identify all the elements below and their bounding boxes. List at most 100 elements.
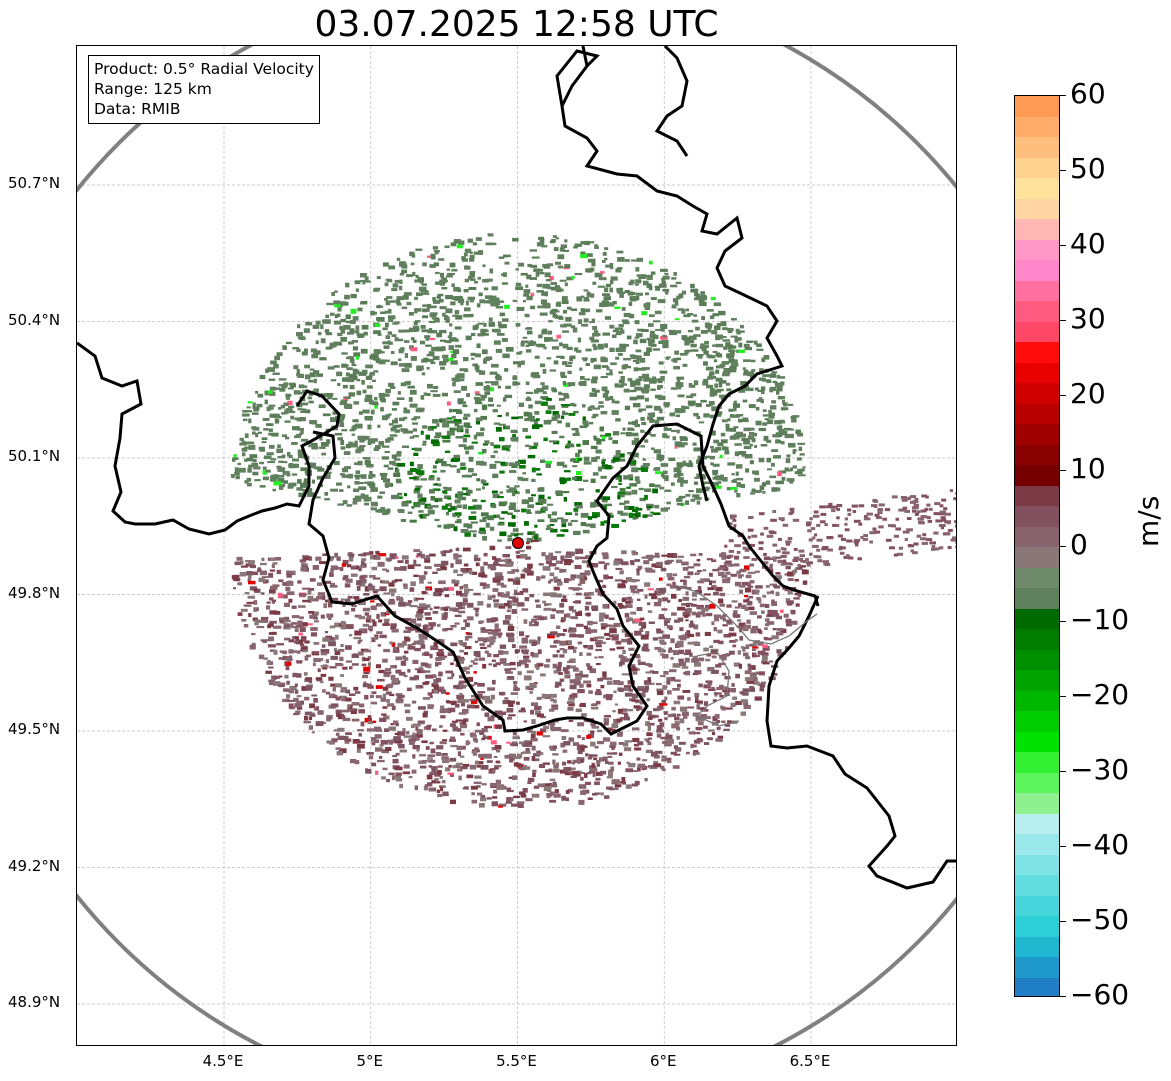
velocity-echo-pixel: [506, 609, 511, 613]
velocity-echo-pixel: [337, 713, 344, 716]
velocity-echo-pixel: [403, 674, 408, 678]
velocity-echo-pixel: [628, 512, 633, 517]
velocity-echo-pixel: [297, 336, 305, 340]
velocity-echo-pixel: [358, 411, 363, 415]
velocity-echo-pixel: [632, 671, 638, 675]
velocity-echo-pixel: [489, 463, 497, 469]
velocity-echo-pixel: [570, 775, 577, 778]
velocity-echo-pixel: [413, 723, 421, 727]
velocity-echo-pixel: [447, 652, 453, 656]
velocity-echo-pixel: [449, 607, 456, 612]
velocity-echo-pixel: [731, 473, 735, 476]
velocity-echo-pixel: [354, 760, 360, 765]
velocity-echo-pixel: [417, 609, 424, 613]
velocity-echo-pixel: [343, 324, 351, 330]
radar-map[interactable]: [76, 45, 957, 1046]
velocity-echo-pixel: [684, 649, 691, 654]
velocity-echo-pixel: [567, 361, 573, 365]
velocity-echo-pixel: [787, 590, 793, 595]
velocity-echo-pixel: [751, 437, 756, 443]
velocity-echo-pixel: [663, 618, 671, 621]
velocity-echo-pixel: [648, 557, 653, 561]
velocity-echo-pixel: [241, 447, 248, 452]
velocity-echo-pixel: [559, 342, 563, 347]
velocity-echo-pixel: [464, 248, 472, 253]
velocity-echo-pixel: [268, 378, 276, 381]
velocity-echo-pixel: [411, 447, 417, 451]
velocity-echo-pixel: [284, 420, 291, 423]
velocity-echo-pixel: [647, 416, 654, 421]
velocity-echo-pixel: [626, 365, 632, 369]
velocity-echo-pixel: [478, 451, 484, 455]
velocity-echo-pixel: [288, 639, 294, 643]
velocity-echo-pixel: [611, 747, 615, 750]
velocity-echo-pixel: [588, 690, 593, 694]
velocity-echo-pixel: [425, 290, 429, 293]
velocity-echo-pixel: [346, 331, 354, 335]
velocity-echo-pixel: [388, 265, 396, 270]
velocity-echo-pixel: [234, 467, 239, 473]
velocity-echo-pixel: [633, 653, 640, 658]
velocity-echo-pixel: [599, 617, 604, 622]
velocity-echo-pixel: [489, 638, 496, 643]
velocity-echo-pixel: [404, 637, 411, 642]
velocity-echo-pixel: [608, 576, 613, 579]
velocity-echo-pixel: [371, 762, 377, 767]
velocity-echo-pixel: [600, 475, 607, 479]
velocity-echo-pixel: [371, 409, 375, 415]
velocity-echo-pixel: [648, 593, 657, 596]
velocity-echo-pixel: [313, 388, 319, 393]
velocity-echo-pixel: [388, 726, 397, 731]
velocity-echo-pixel: [423, 571, 428, 575]
velocity-echo-pixel: [304, 364, 310, 369]
velocity-echo-pixel: [421, 740, 428, 744]
velocity-echo-pixel: [340, 301, 349, 306]
velocity-echo-pixel: [527, 415, 535, 420]
velocity-echo-pixel: [317, 582, 323, 586]
velocity-echo-pixel: [511, 491, 516, 497]
velocity-echo-pixel: [421, 514, 427, 519]
velocity-echo-pixel: [786, 623, 793, 627]
velocity-echo-pixel: [715, 485, 722, 489]
velocity-echo-pixel: [463, 434, 471, 438]
velocity-echo-pixel: [590, 478, 596, 483]
velocity-echo-pixel: [712, 376, 717, 379]
velocity-echo-pixel: [416, 366, 423, 372]
velocity-echo-pixel: [457, 425, 464, 430]
velocity-echo-pixel: [512, 732, 517, 736]
velocity-echo-pixel: [382, 686, 389, 691]
velocity-echo-pixel: [775, 572, 781, 575]
velocity-echo-pixel: [609, 347, 615, 352]
velocity-echo-pixel: [387, 437, 394, 441]
velocity-echo-pixel: [687, 641, 694, 645]
velocity-echo-pixel: [542, 368, 547, 374]
velocity-echo-pixel: [357, 446, 365, 452]
velocity-echo-pixel: [710, 446, 714, 449]
velocity-echo-pixel: [233, 454, 237, 458]
velocity-echo-pixel: [624, 290, 630, 294]
velocity-echo-pixel: [443, 463, 451, 467]
velocity-echo-pixel: [406, 301, 412, 306]
velocity-echo-pixel: [391, 351, 395, 355]
velocity-echo-pixel: [628, 604, 633, 608]
velocity-echo-pixel: [626, 761, 630, 765]
velocity-echo-pixel: [629, 477, 634, 481]
velocity-echo-pixel: [479, 527, 486, 532]
velocity-echo-pixel: [452, 513, 457, 516]
velocity-echo-pixel: [394, 732, 400, 735]
velocity-echo-pixel: [770, 610, 778, 615]
velocity-echo-pixel: [543, 346, 547, 350]
velocity-echo-pixel: [321, 452, 326, 456]
velocity-echo-pixel: [396, 697, 403, 702]
velocity-echo-pixel: [679, 352, 688, 356]
velocity-echo-pixel: [450, 563, 454, 568]
velocity-echo-pixel: [319, 437, 323, 441]
velocity-echo-pixel: [476, 343, 481, 349]
velocity-echo-pixel: [577, 722, 585, 727]
velocity-echo-pixel: [465, 428, 469, 434]
velocity-echo-pixel: [382, 327, 388, 331]
velocity-echo-pixel: [599, 426, 604, 432]
velocity-echo-pixel: [549, 369, 556, 372]
velocity-echo-pixel: [315, 706, 319, 711]
velocity-echo-pixel: [745, 387, 754, 392]
